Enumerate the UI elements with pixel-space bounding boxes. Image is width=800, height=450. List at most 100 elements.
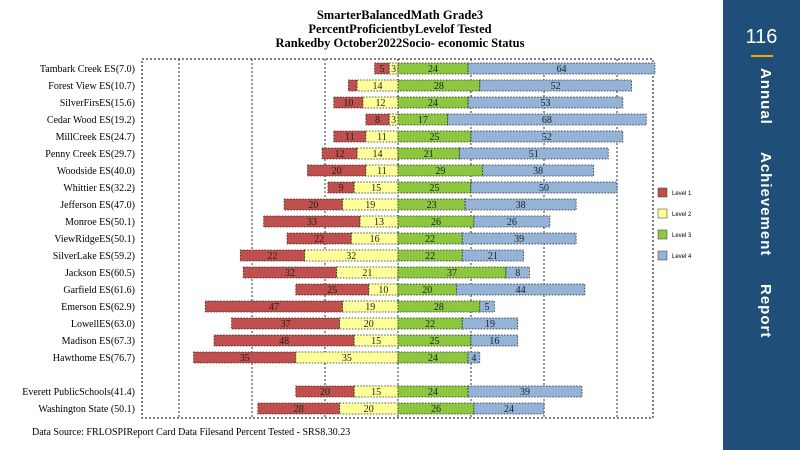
data-label: 10 xyxy=(343,98,353,109)
category-label: Madison ES(67.3) xyxy=(62,336,135,347)
legend-label: Level 4 xyxy=(672,254,692,260)
data-label: 50 xyxy=(539,183,549,194)
bar-segment-level-1 xyxy=(365,113,390,126)
data-label: 22 xyxy=(267,251,277,262)
data-label: 22 xyxy=(425,319,435,330)
bar-segment-level-4 xyxy=(464,198,577,211)
data-label: 32 xyxy=(346,251,356,262)
category-label: Jefferson ES(47.0) xyxy=(60,200,135,211)
data-label: 28 xyxy=(434,302,444,313)
data-label: 38 xyxy=(516,200,526,211)
category-label: Woodside ES(40.0) xyxy=(57,166,135,177)
bar-segment-level-4 xyxy=(482,164,595,177)
data-label: 26 xyxy=(507,217,517,228)
data-label: 12 xyxy=(335,149,345,160)
bar-segment-level-1 xyxy=(321,147,358,160)
bar-segment-level-1 xyxy=(204,300,343,313)
category-label: SilverLake ES(59.2) xyxy=(53,251,135,262)
data-label: 15 xyxy=(371,336,381,347)
category-label: Monroe ES(50.1) xyxy=(65,217,135,228)
bar-segment-level-4 xyxy=(455,283,586,296)
data-label: 3 xyxy=(391,115,396,126)
data-label: 37 xyxy=(447,268,457,279)
category-label: MillCreek ES(24.7) xyxy=(56,132,135,143)
data-label: 38 xyxy=(533,166,543,177)
data-label: 20 xyxy=(320,387,330,398)
bar-segment-level-1 xyxy=(213,334,355,347)
data-label: 15 xyxy=(371,387,381,398)
category-label: Emerson ES(62.9) xyxy=(61,302,135,313)
legend-swatch xyxy=(657,187,668,198)
data-label: 20 xyxy=(364,319,374,330)
data-label: 13 xyxy=(374,217,384,228)
data-label: 11 xyxy=(377,166,387,177)
bar-segment-level-4 xyxy=(467,351,481,364)
category-label: Jackson ES(60.5) xyxy=(65,268,135,279)
bar-segment-level-2 xyxy=(388,62,399,75)
report-word-report: Report xyxy=(757,283,774,338)
category-label: LowellES(63.0) xyxy=(71,319,135,330)
data-label: 20 xyxy=(364,404,374,415)
data-label: 5 xyxy=(379,64,384,75)
data-label: 9 xyxy=(339,183,344,194)
data-label: 35 xyxy=(342,353,352,364)
data-label: 47 xyxy=(269,302,279,313)
data-label: 29 xyxy=(435,166,445,177)
data-label: 48 xyxy=(279,336,289,347)
data-label: 23 xyxy=(427,200,437,211)
bar-segment-level-2 xyxy=(362,96,399,109)
data-label: 11 xyxy=(377,132,387,143)
data-label: 19 xyxy=(485,319,495,330)
chart-title-line-3: Rankedby October2022Socio- economic Stat… xyxy=(275,36,525,50)
data-label: 3 xyxy=(391,64,396,75)
bar-segment-level-1 xyxy=(295,385,355,398)
data-label: 21 xyxy=(488,251,498,262)
bar-segment-level-1 xyxy=(327,181,355,194)
legend-label: Level 2 xyxy=(672,212,692,218)
category-label: Penny Creek ES(29.7) xyxy=(45,149,135,160)
category-label: Tambark Creek ES(7.0) xyxy=(40,64,135,75)
data-label: 15 xyxy=(371,183,381,194)
data-label: 17 xyxy=(418,115,428,126)
chart-title-line-1: SmarterBalancedMath Grade3 xyxy=(316,8,484,22)
data-label: 19 xyxy=(365,200,375,211)
bar-segment-level-1 xyxy=(242,266,338,279)
bar-segment-level-4 xyxy=(467,62,656,75)
data-label: 8 xyxy=(375,115,380,126)
data-label: 35 xyxy=(240,353,250,364)
page-number: 116 xyxy=(745,26,778,48)
bar-segment-level-2 xyxy=(388,113,399,126)
data-label: 33 xyxy=(307,217,317,228)
bar-segment-level-4 xyxy=(505,266,530,279)
data-label: 53 xyxy=(540,98,550,109)
data-label: 20 xyxy=(332,166,342,177)
data-label: 25 xyxy=(327,285,337,296)
data-label: 16 xyxy=(489,336,499,347)
chart-title: SmarterBalancedMath Grade3 PercentProfic… xyxy=(140,8,660,50)
bar-segment-level-2 xyxy=(365,164,399,177)
bar-segment-level-2 xyxy=(304,249,399,262)
bar-segment-level-4 xyxy=(473,402,545,415)
data-label: 19 xyxy=(365,302,375,313)
data-label: 28 xyxy=(434,81,444,92)
data-label: 25 xyxy=(430,336,440,347)
bar-segment-level-4 xyxy=(470,334,519,347)
report-name-vertical: Annual Achievement Report xyxy=(750,68,774,338)
bar-segment-level-4 xyxy=(447,113,647,126)
data-label: 51 xyxy=(529,149,539,160)
data-label: 37 xyxy=(281,319,291,330)
data-label: 20 xyxy=(308,200,318,211)
category-label: Forest View ES(10.7) xyxy=(48,81,135,92)
legend-swatch xyxy=(657,250,668,261)
category-label: Everett PublicSchools(41.4) xyxy=(22,387,135,398)
data-label: 10 xyxy=(378,285,388,296)
data-label: 28 xyxy=(294,404,304,415)
bar-segment-level-2 xyxy=(295,351,399,364)
data-label: 12 xyxy=(375,98,385,109)
data-label: 22 xyxy=(425,251,435,262)
bar-segment-level-1 xyxy=(333,130,367,143)
data-label: 24 xyxy=(428,98,438,109)
report-word-achievement: Achievement xyxy=(757,152,774,257)
data-label: 24 xyxy=(428,387,438,398)
